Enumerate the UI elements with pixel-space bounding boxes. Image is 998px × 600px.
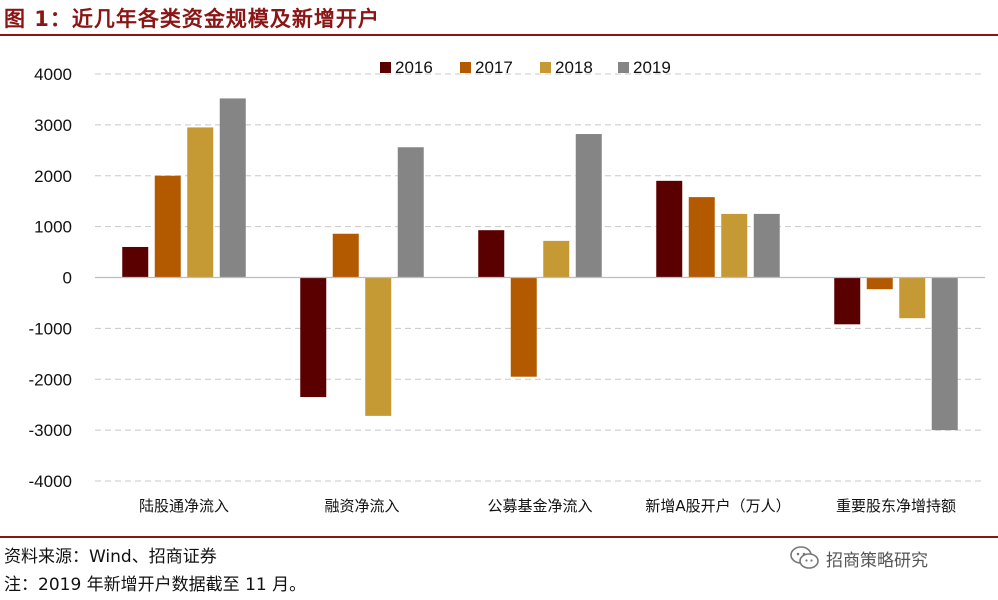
bar-2017-5 [866,277,893,290]
legend-swatch-2017 [460,62,471,73]
bar-2018-2 [365,277,392,416]
bar-2017-1 [154,175,181,278]
category-label: 重要股东净增持额 [836,497,956,515]
bar-2019-5 [931,277,958,431]
category-label: 公募基金净流入 [487,497,592,515]
legend-label-2016: 2016 [395,58,433,77]
bar-2016-5 [834,277,861,325]
legend-label-2018: 2018 [555,58,593,77]
bar-2016-4 [656,180,683,278]
legend-swatch-2018 [540,62,551,73]
footer-rule [0,536,998,538]
y-tick-label: 0 [63,269,72,288]
figure-title: 图 1：近几年各类资金规模及新增开户 [4,7,380,31]
bar-2016-3 [478,230,505,278]
bar-2018-5 [899,277,926,319]
bar-chart: 4000 3000 2000 1000 0 -1000 -2000 -3000 -4000 陆股通… [29,58,985,515]
y-tick-label: 2000 [34,167,72,186]
bar-2019-2 [397,147,424,278]
category-label: 融资净流入 [324,497,399,515]
title-rule [0,34,998,36]
y-tick-label: -4000 [29,472,72,491]
bar-2018-3 [543,240,570,278]
bar-2019-3 [575,134,602,278]
y-tick-label: 1000 [34,218,72,237]
legend-swatch-2019 [618,62,629,73]
bar-2019-1 [219,98,246,278]
note-text: 注：2019 年新增开户数据截至 11 月。 [4,575,307,595]
watermark: 招商策略研究 [790,543,928,573]
y-tick-label: 4000 [34,65,72,84]
bar-2019-4 [753,213,780,278]
watermark-text: 招商策略研究 [826,550,928,571]
bar-2017-3 [510,277,537,377]
y-tick-label: -2000 [29,370,72,389]
bar-2017-2 [332,233,359,278]
y-tick-label: -1000 [29,319,72,338]
y-tick-label: -3000 [29,421,72,440]
category-label: 新增A股开户（万人） [645,497,790,515]
bar-2017-4 [688,197,715,278]
bar-2018-1 [187,127,214,278]
source-text: 资料来源：Wind、招商证券 [4,547,217,567]
legend-label-2017: 2017 [475,58,513,77]
legend-label-2019: 2019 [633,58,671,77]
wechat-icon [790,545,820,571]
bar-2016-1 [122,246,149,278]
category-label: 陆股通净流入 [139,497,229,515]
bar-2016-2 [300,277,327,398]
legend-swatch-2016 [380,62,391,73]
y-tick-label: 3000 [34,116,72,135]
bar-2018-4 [721,213,748,278]
